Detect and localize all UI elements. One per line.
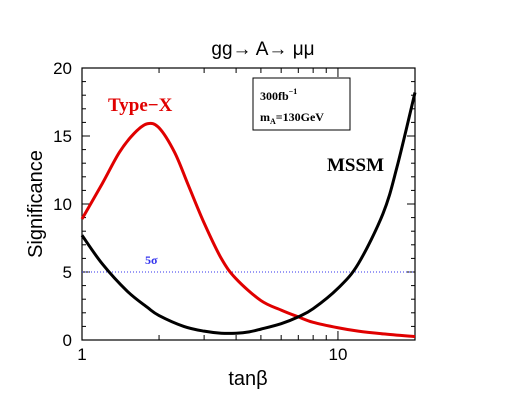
y-tick-label: 0 bbox=[63, 331, 72, 350]
type-x-curve bbox=[80, 121, 416, 339]
mass-subscript: A bbox=[270, 117, 276, 126]
parameter-box bbox=[252, 77, 351, 131]
luminosity-annotation: 300fb−1 bbox=[260, 87, 297, 103]
y-axis-label: Significance bbox=[25, 150, 47, 258]
luminosity-superscript: −1 bbox=[289, 87, 298, 96]
x-tick-label: 10 bbox=[328, 345, 347, 364]
type-x-label: Type−X bbox=[108, 95, 173, 116]
five-sigma-label: 5σ bbox=[145, 253, 158, 267]
mssm-curve bbox=[80, 92, 417, 335]
luminosity-base: 300fb bbox=[260, 89, 289, 103]
y-tick-label: 10 bbox=[53, 195, 72, 214]
mass-base: m bbox=[260, 110, 270, 124]
mass-value: =130GeV bbox=[276, 110, 324, 124]
y-axis: 0 5 10 15 20 bbox=[53, 59, 415, 350]
y-tick-label: 5 bbox=[63, 263, 72, 282]
chart-title: gg→ A→ μμ bbox=[211, 39, 314, 60]
mass-annotation: mA=130GeV bbox=[260, 110, 324, 126]
mssm-label: MSSM bbox=[327, 155, 384, 176]
x-axis: 1 10 bbox=[77, 68, 416, 364]
x-tick-label: 1 bbox=[77, 345, 86, 364]
y-tick-label: 20 bbox=[53, 59, 72, 78]
y-tick-label: 15 bbox=[53, 127, 72, 146]
x-axis-label: tanβ bbox=[228, 368, 267, 390]
